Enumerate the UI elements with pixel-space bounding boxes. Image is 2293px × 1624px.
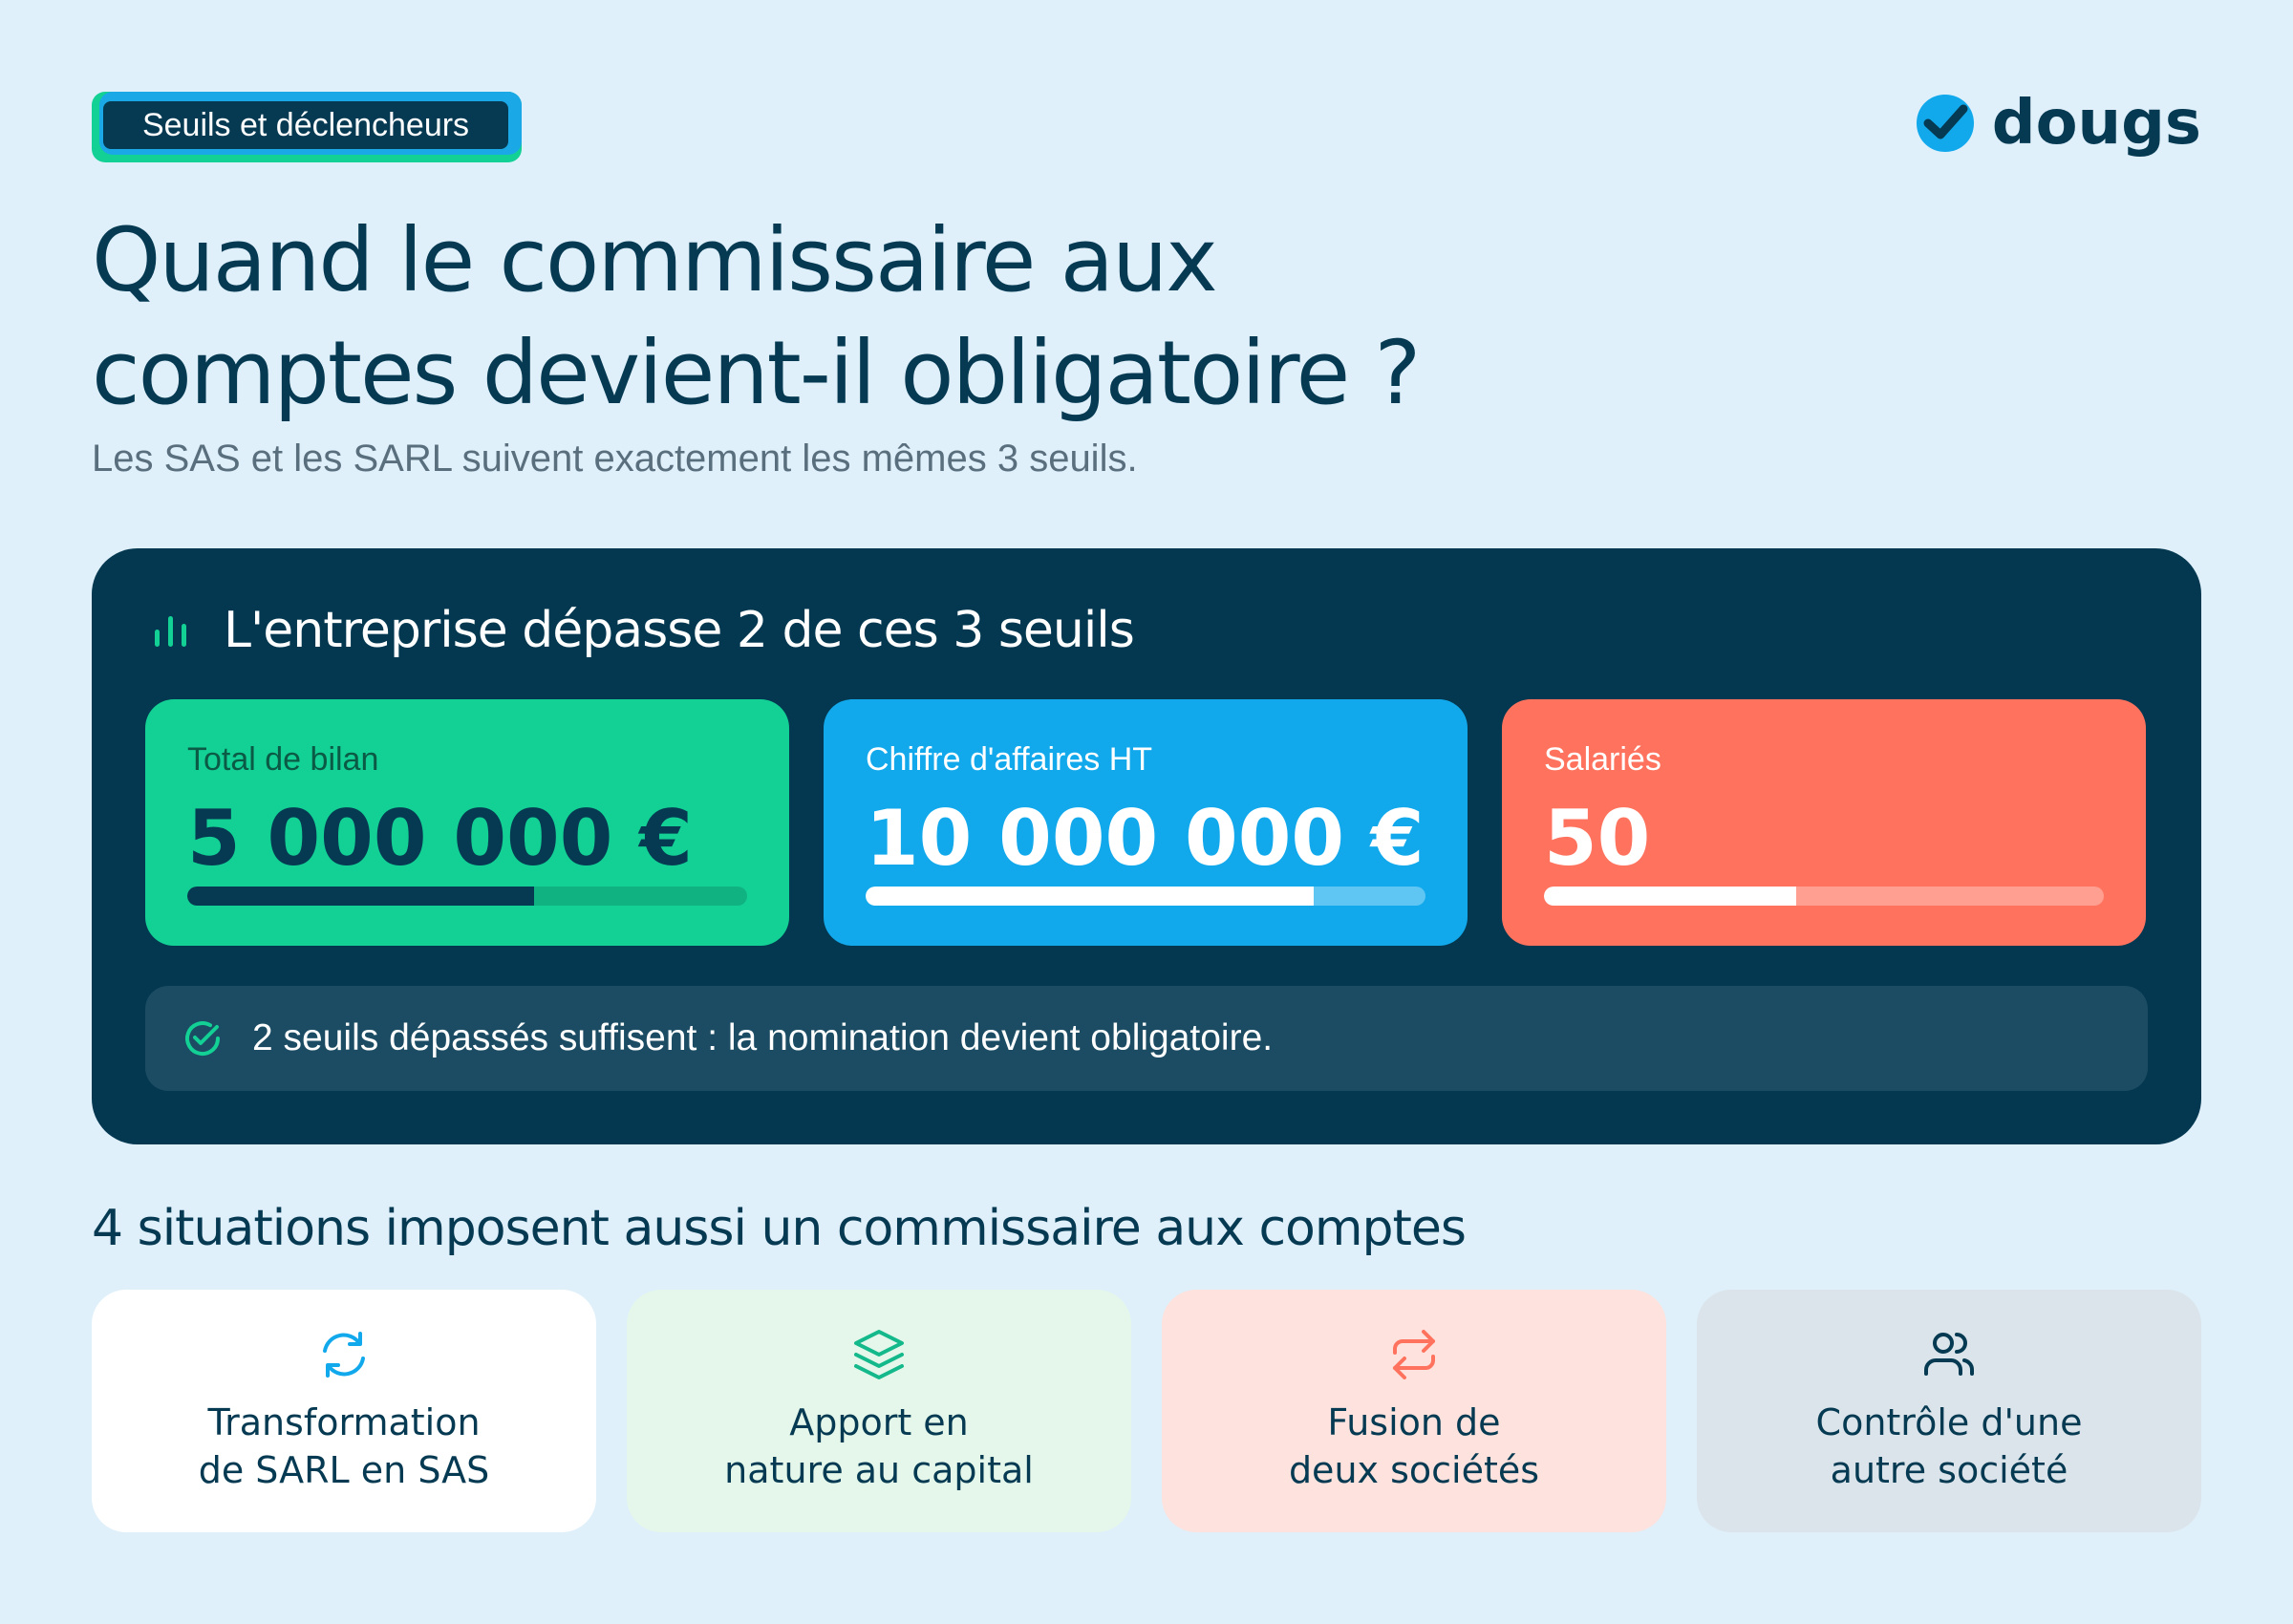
threshold-progress-bar xyxy=(1544,887,2104,906)
situation-card-controle: Contrôle d'une autre société xyxy=(1697,1290,2201,1532)
check-circle-icon xyxy=(185,1021,221,1057)
thresholds-panel: L'entreprise dépasse 2 de ces 3 seuils T… xyxy=(92,548,2201,1144)
threshold-progress-bar xyxy=(866,887,1425,906)
notice-text: 2 seuils dépassés suffisent : la nominat… xyxy=(252,1017,1274,1058)
threshold-label: Salariés xyxy=(1544,741,1661,778)
situation-card-fusion: Fusion de deux sociétés xyxy=(1162,1290,1666,1532)
thresholds-title: L'entreprise dépasse 2 de ces 3 seuils xyxy=(224,602,1135,659)
layers-icon xyxy=(854,1330,904,1379)
page-title: Quand le commissaire aux comptes devient… xyxy=(92,204,1421,430)
threshold-value: 5 000 000 € xyxy=(187,794,693,883)
situation-text: Fusion de deux sociétés xyxy=(1288,1401,1540,1491)
situation-card-apport: Apport en nature au capital xyxy=(627,1290,1131,1532)
situations-list: Transformation de SARL en SAS Apport en … xyxy=(92,1290,2201,1532)
threshold-card-chiffre-affaires: Chiffre d'affaires HT 10 000 000 € xyxy=(824,699,1468,946)
situations-title: 4 situations imposent aussi un commissai… xyxy=(92,1200,1467,1257)
tag-label: Seuils et déclencheurs xyxy=(103,101,508,149)
threshold-label: Total de bilan xyxy=(187,741,379,778)
threshold-progress-bar xyxy=(187,887,747,906)
refresh-icon xyxy=(323,1332,365,1378)
swap-arrows-icon xyxy=(1393,1330,1435,1379)
threshold-progress-fill xyxy=(187,887,535,906)
situation-card-transformation: Transformation de SARL en SAS xyxy=(92,1290,596,1532)
threshold-card-salaries: Salariés 50 xyxy=(1502,699,2146,946)
threshold-notice: 2 seuils dépassés suffisent : la nominat… xyxy=(145,986,2148,1091)
bar-chart-icon xyxy=(155,616,186,647)
users-icon xyxy=(1924,1333,1974,1376)
situation-text: Contrôle d'une autre société xyxy=(1815,1401,2083,1491)
brand-logo: dougs xyxy=(1914,88,2201,159)
title-line-1: Quand le commissaire aux xyxy=(92,209,1218,311)
threshold-label: Chiffre d'affaires HT xyxy=(866,741,1153,778)
situation-text: Apport en nature au capital xyxy=(724,1401,1034,1491)
page-subtitle: Les SAS et les SARL suivent exactement l… xyxy=(92,438,1138,480)
section-tag: Seuils et déclencheurs xyxy=(92,92,522,162)
title-line-2: comptes devient-il obligatoire ? xyxy=(92,322,1421,424)
threshold-card-bilan: Total de bilan 5 000 000 € xyxy=(145,699,789,946)
threshold-progress-fill xyxy=(1544,887,1796,906)
logo-wordmark: dougs xyxy=(1991,88,2201,159)
threshold-cards: Total de bilan 5 000 000 € Chiffre d'aff… xyxy=(145,699,2146,946)
check-badge-icon xyxy=(1916,95,1974,152)
threshold-value: 50 xyxy=(1544,794,1651,883)
threshold-value: 10 000 000 € xyxy=(866,794,1425,883)
situation-text: Transformation de SARL en SAS xyxy=(198,1401,490,1491)
thresholds-heading: L'entreprise dépasse 2 de ces 3 seuils xyxy=(151,602,1135,659)
threshold-progress-fill xyxy=(866,887,1314,906)
